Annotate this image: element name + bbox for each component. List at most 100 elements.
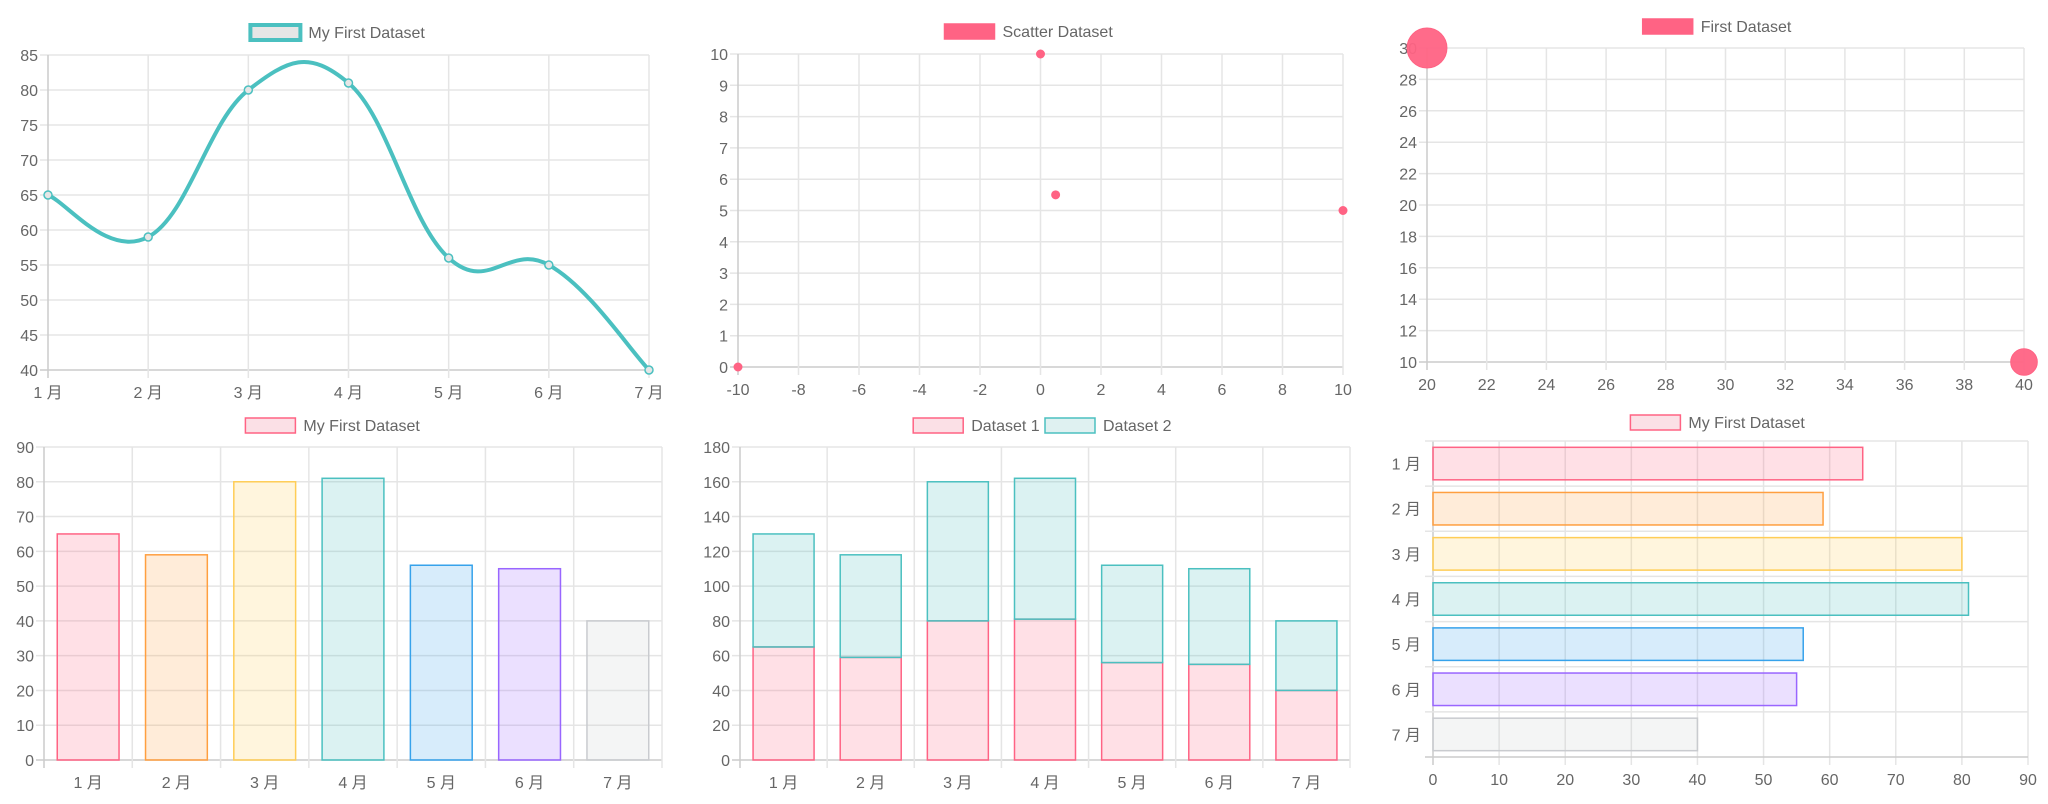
chart-1: My First Dataset 85 80 75 70 65 60 55 50 45 40 1 月 2… <box>20 23 664 402</box>
tick-label: 60 <box>20 223 38 240</box>
bar[interactable] <box>1432 717 1699 752</box>
bar[interactable] <box>1188 663 1251 761</box>
tick-label: 38 <box>1955 377 1973 394</box>
bubble[interactable] <box>2010 348 2038 376</box>
bar[interactable] <box>144 554 209 761</box>
tick-label: 22 <box>1399 167 1417 184</box>
bar[interactable] <box>497 567 562 761</box>
legend-item[interactable]: Dataset 2 <box>1044 417 1172 435</box>
legend-item[interactable]: First Dataset <box>1641 18 1792 36</box>
tick-label: 4 月 <box>334 385 363 402</box>
data-point[interactable] <box>544 260 554 270</box>
bar[interactable] <box>926 481 990 622</box>
tick-label: 30 <box>1717 377 1735 394</box>
legend-item[interactable]: My First Dataset <box>244 417 420 435</box>
tick-label: 1 月 <box>33 385 62 402</box>
bar[interactable] <box>1432 536 1963 571</box>
grid <box>1419 47 2025 370</box>
tick-label: 2 月 <box>133 385 162 402</box>
bar[interactable] <box>1432 627 1804 662</box>
tick-label: 8 <box>719 110 728 127</box>
bar[interactable] <box>1432 491 1824 526</box>
data-point[interactable] <box>644 365 654 375</box>
bar[interactable] <box>1275 689 1338 761</box>
tick-label: 55 <box>20 258 38 275</box>
tick-label: 26 <box>1399 104 1417 121</box>
legend-item[interactable]: My First Dataset <box>1629 414 1805 432</box>
bar[interactable] <box>752 533 815 648</box>
bar[interactable] <box>839 656 902 761</box>
data-point[interactable] <box>1338 206 1348 215</box>
legend-swatch <box>244 417 297 434</box>
bar[interactable] <box>1432 672 1798 707</box>
chart-3: First Dataset302826242220181614121020222… <box>1399 18 2038 394</box>
tick-label: 3 月 <box>943 775 972 792</box>
legend-label: Scatter Dataset <box>1003 24 1114 41</box>
bar[interactable] <box>56 533 120 761</box>
data-point[interactable] <box>43 190 53 200</box>
tick-label: 30 <box>16 649 34 666</box>
bar[interactable] <box>586 620 650 761</box>
data-point[interactable] <box>143 232 153 242</box>
legend-item[interactable]: My First Dataset <box>248 23 425 42</box>
tick-label: 14 <box>1399 292 1417 309</box>
bar[interactable] <box>233 481 297 761</box>
legend-item[interactable]: Dataset 1 <box>912 417 1040 435</box>
tick-label: 3 月 <box>1392 547 1421 564</box>
tick-label: 80 <box>1953 772 1971 789</box>
bar[interactable] <box>1275 620 1338 692</box>
legend: My First Dataset <box>244 417 420 435</box>
tick-label: 3 月 <box>234 385 263 402</box>
legend: First Dataset <box>1641 18 1792 36</box>
tick-label: 40 <box>20 363 38 380</box>
tick-label: 1 月 <box>769 775 798 792</box>
tick-label: 65 <box>20 188 38 205</box>
tick-label: 0 <box>719 360 728 377</box>
tick-label: 4 <box>1157 382 1166 399</box>
tick-label: 70 <box>20 153 38 170</box>
tick-label: 28 <box>1399 72 1417 89</box>
bubble[interactable] <box>1406 27 1448 69</box>
bar[interactable] <box>1188 567 1251 666</box>
bar[interactable] <box>1432 446 1864 481</box>
tick-label: 20 <box>712 718 730 735</box>
legend-label: First Dataset <box>1701 19 1792 36</box>
bar[interactable] <box>752 646 815 761</box>
bar[interactable] <box>926 620 990 761</box>
tick-label: -4 <box>912 382 926 399</box>
data-point[interactable] <box>1051 190 1061 200</box>
grid <box>732 446 1351 768</box>
tick-label: 0 <box>25 753 34 770</box>
bar[interactable] <box>1013 618 1077 761</box>
chart-4: My First Dataset 90 80 70 60 50 40 30 20 10 0 1 月 2 … <box>16 417 663 792</box>
bar[interactable] <box>1100 564 1164 664</box>
chart-6: My First Dataset 0 10 20 30 40 50 60 70 80 90 1 月 2 … <box>1392 414 2037 789</box>
data-point[interactable] <box>343 78 354 88</box>
data-point[interactable] <box>443 253 454 263</box>
tick-label: 24 <box>1538 377 1556 394</box>
tick-label: 20 <box>1399 198 1417 215</box>
grid <box>36 446 663 768</box>
tick-label: 80 <box>16 475 34 492</box>
tick-label: 50 <box>20 293 38 310</box>
bar[interactable] <box>839 554 902 659</box>
bar[interactable] <box>1432 581 1970 617</box>
tick-label: 0 <box>1036 382 1045 399</box>
tick-label: 85 <box>20 48 38 65</box>
data-point[interactable] <box>733 362 743 372</box>
bar[interactable] <box>321 477 385 761</box>
bar[interactable] <box>1100 661 1164 761</box>
legend-item[interactable]: Scatter Dataset <box>943 23 1114 41</box>
tick-label: 22 <box>1478 377 1496 394</box>
bar[interactable] <box>409 564 473 761</box>
tick-label: 2 月 <box>162 775 191 792</box>
legend-swatch <box>1629 414 1682 431</box>
data-point[interactable] <box>1036 49 1045 59</box>
tick-label: 40 <box>2015 377 2033 394</box>
data-point[interactable] <box>243 85 254 95</box>
bar[interactable] <box>1013 477 1077 620</box>
tick-label: 70 <box>1887 772 1905 789</box>
tick-label: -2 <box>973 382 987 399</box>
grid <box>730 53 1344 375</box>
tick-label: 10 <box>16 718 34 735</box>
